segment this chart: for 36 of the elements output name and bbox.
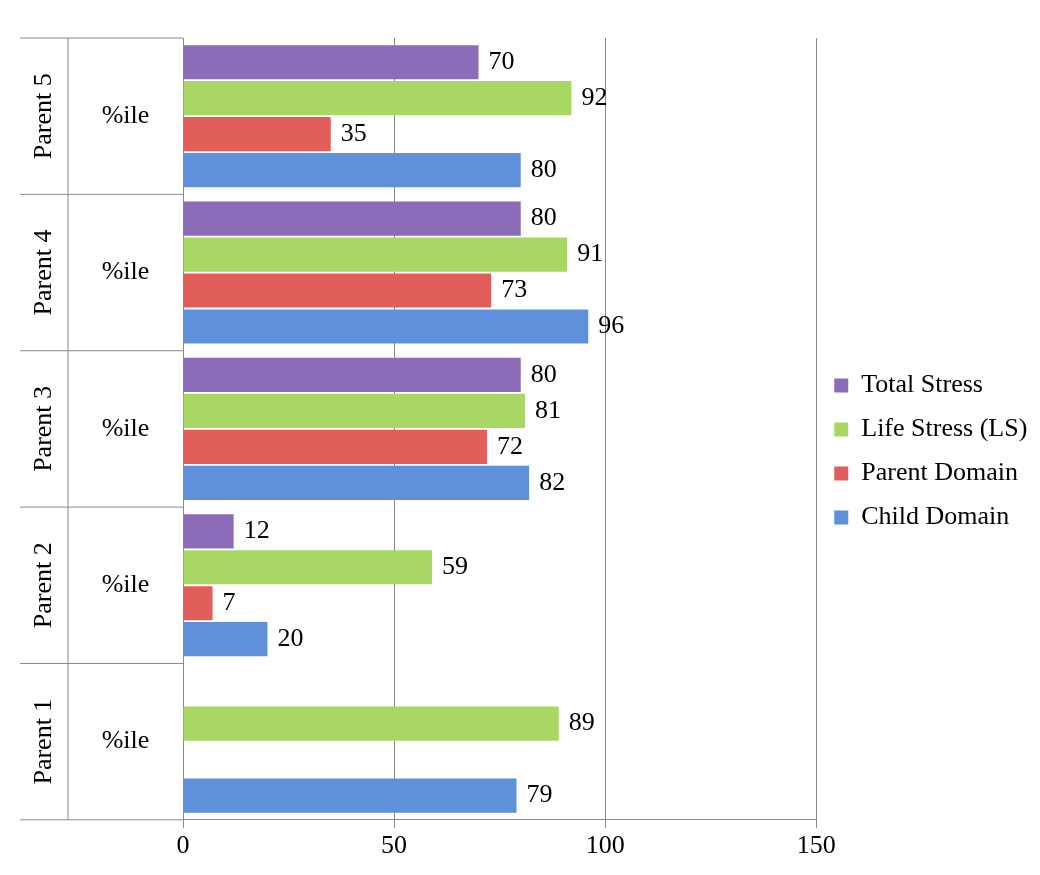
data-label: 89: [568, 707, 595, 737]
y-tick-label: %ile: [101, 412, 150, 442]
data-label: 91: [577, 238, 604, 268]
data-label: 59: [442, 551, 469, 581]
text: Parent 3: [27, 385, 57, 472]
data-label: 20: [277, 623, 304, 653]
x-tick-label: 150: [796, 830, 836, 860]
data-label: 7: [222, 587, 236, 617]
text: Parent 4: [27, 229, 57, 316]
legend-label: Life Stress (LS): [861, 413, 1028, 443]
data-label: 81: [534, 394, 561, 424]
legend-label: Total Stress: [861, 369, 983, 399]
data-label: 70: [488, 46, 515, 76]
data-label: 92: [581, 82, 608, 112]
data-label: 79: [526, 779, 553, 809]
y-tick-label: %ile: [101, 569, 150, 599]
text: Parent 5: [27, 73, 57, 160]
data-label: 73: [501, 274, 528, 304]
y-tick-label: %ile: [101, 725, 150, 755]
text: Parent 1: [27, 698, 57, 785]
y-tick-label: %ile: [101, 256, 150, 286]
data-label: 96: [598, 310, 625, 340]
data-label: 82: [539, 466, 566, 496]
data-label: 80: [530, 153, 557, 183]
data-label: 80: [530, 202, 557, 232]
data-label: 72: [496, 430, 523, 460]
data-label: 35: [340, 117, 367, 147]
x-tick-label: 100: [585, 830, 625, 860]
x-tick-label: 50: [381, 830, 408, 860]
legend-label: Parent Domain: [861, 457, 1018, 487]
text: Parent 2: [27, 542, 57, 629]
y-tick-label: %ile: [101, 100, 150, 130]
x-tick-label: 0: [176, 830, 190, 860]
data-label: 80: [530, 358, 557, 388]
data-label: 12: [243, 515, 270, 545]
legend-label: Child Domain: [861, 501, 1010, 531]
